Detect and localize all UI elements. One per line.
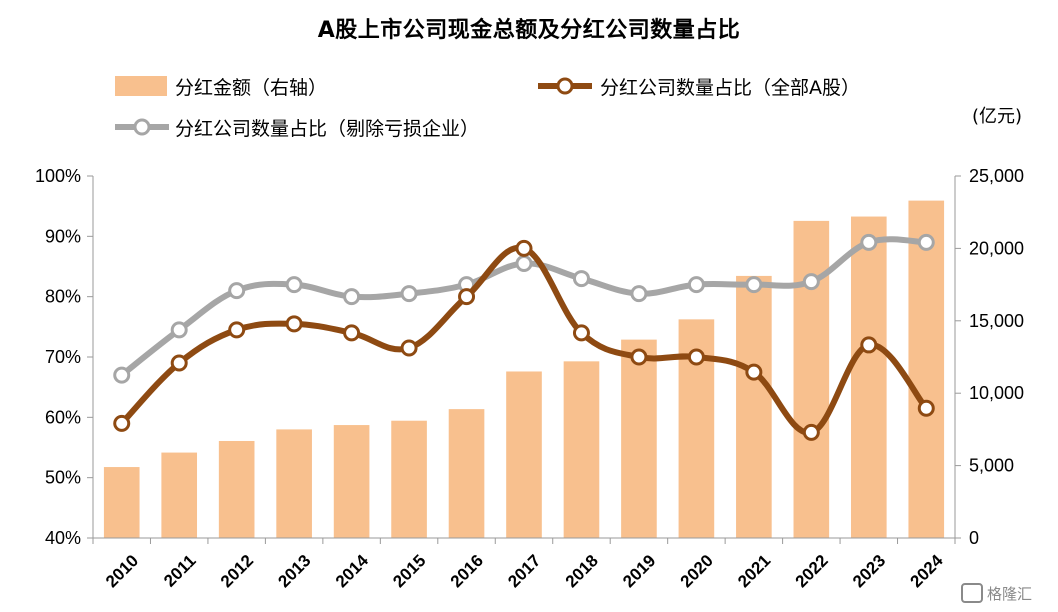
all-a-point-2016	[458, 288, 476, 306]
left-axis-tick-label-0: 40%	[45, 528, 81, 548]
right-axis-tick-label-0: 0	[969, 528, 979, 548]
excl-loss-point-2018	[572, 270, 590, 288]
bar-2012	[218, 440, 255, 538]
all-a-point-2024	[917, 399, 935, 417]
right-axis-tick-label-5: 25,000	[969, 166, 1024, 186]
watermark-logo-icon	[961, 583, 983, 603]
x-axis-tick-label-2010: 2010	[102, 551, 142, 591]
bar-2010	[103, 467, 140, 538]
excl-loss-point-2019	[630, 285, 648, 303]
legend-swatch-dividend-amount	[115, 76, 167, 96]
x-axis-tick-label-2019: 2019	[619, 551, 659, 591]
x-axis-tick-label-2011: 2011	[160, 551, 200, 591]
excl-loss-point-2024	[917, 233, 935, 251]
left-axis-tick-label-2: 60%	[45, 407, 81, 427]
right-axis-tick-label-3: 15,000	[969, 311, 1024, 331]
excl-loss-point-2011	[170, 321, 188, 339]
excl-loss-point-2020	[687, 276, 705, 294]
excl-loss-point-2014	[343, 288, 361, 306]
bar-series-dividend-amount	[103, 200, 945, 538]
excl-loss-point-2021	[745, 276, 763, 294]
bar-2015	[391, 420, 427, 538]
left-axis-tick-label-6: 100%	[35, 166, 81, 186]
bar-2014	[333, 425, 370, 538]
left-axis: 40% 50% 60% 70% 80% 90% 100%	[35, 166, 94, 548]
legend-label-dividend-amount: 分红金额（右轴）	[175, 77, 327, 99]
left-axis-tick-label-1: 50%	[45, 468, 81, 488]
legend-swatch-excl-loss-marker	[133, 118, 151, 136]
x-axis-tick-label-2020: 2020	[677, 551, 717, 591]
legend-label-excl-loss: 分红公司数量占比（剔除亏损企业）	[175, 118, 479, 140]
excl-loss-point-2015	[400, 285, 418, 303]
all-a-point-2020	[687, 348, 705, 366]
bar-2021	[736, 275, 772, 538]
x-axis-tick-label-2013: 2013	[274, 551, 314, 591]
watermark: 格隆汇	[961, 583, 1032, 603]
all-a-point-2013	[285, 315, 303, 333]
all-a-point-2017	[515, 239, 533, 257]
legend: 分红金额（右轴） 分红公司数量占比（全部A股） 分红公司数量占比（剔除亏损企业）	[115, 76, 860, 140]
excl-loss-point-2022	[802, 273, 820, 291]
bar-2024	[908, 200, 945, 538]
bar-2022	[793, 220, 830, 538]
x-axis-tick-label-2012: 2012	[217, 551, 257, 591]
left-axis-tick-label-5: 90%	[45, 226, 81, 246]
all-a-point-2014	[343, 324, 361, 342]
all-a-point-2023	[860, 336, 878, 354]
right-axis: 0 5,000 10,000 15,000 20,000 25,000	[954, 166, 1024, 548]
x-axis-tick-label-2018: 2018	[562, 551, 602, 591]
x-axis-tick-label-2023: 2023	[849, 551, 889, 591]
excl-loss-point-2010	[113, 366, 131, 384]
excl-loss-point-2012	[228, 282, 246, 300]
watermark-label: 格隆汇	[987, 585, 1032, 603]
excl-loss-point-2017	[515, 254, 533, 272]
bar-2023	[850, 216, 887, 538]
x-axis-tick-label-2014: 2014	[332, 551, 373, 592]
x-axis-tick-label-2024: 2024	[907, 551, 948, 592]
bar-2011	[161, 452, 198, 538]
chart-title: A股上市公司现金总额及分红公司数量占比	[317, 18, 741, 43]
legend-swatch-all-a-marker	[556, 77, 574, 95]
right-axis-tick-label-4: 20,000	[969, 238, 1024, 258]
excl-loss-point-2013	[285, 276, 303, 294]
right-axis-tick-label-2: 10,000	[969, 383, 1024, 403]
x-axis-tick-label-2015: 2015	[389, 551, 429, 591]
all-a-point-2015	[400, 339, 418, 357]
left-axis-tick-label-3: 70%	[45, 347, 81, 367]
left-axis-tick-label-4: 80%	[45, 287, 81, 307]
legend-label-all-a: 分红公司数量占比（全部A股）	[600, 77, 860, 99]
all-a-point-2012	[228, 321, 246, 339]
all-a-point-2010	[113, 414, 131, 432]
x-axis-tick-label-2021: 2021	[734, 551, 774, 591]
excl-loss-point-2023	[860, 233, 878, 251]
bar-2013	[276, 429, 312, 538]
bar-2017	[506, 371, 542, 538]
bar-2018	[563, 361, 600, 538]
line-series-excl-loss	[113, 233, 935, 384]
bar-2019	[621, 339, 657, 538]
x-axis-tick-label-2016: 2016	[447, 551, 487, 591]
right-axis-unit: (亿元)	[972, 106, 1022, 127]
bar-2016	[448, 409, 485, 538]
all-a-point-2021	[745, 363, 763, 381]
all-a-point-2018	[572, 324, 590, 342]
x-axis: 2010 2011 2012 2013 2014 2015 2016 2017 2018 2019…	[92, 537, 956, 592]
all-a-point-2019	[630, 348, 648, 366]
right-axis-tick-label-1: 5,000	[969, 456, 1014, 476]
all-a-point-2022	[802, 423, 820, 441]
x-axis-tick-label-2022: 2022	[792, 551, 832, 591]
all-a-point-2011	[170, 354, 188, 372]
x-axis-tick-label-2017: 2017	[504, 551, 544, 591]
line-series-all-a	[113, 239, 935, 441]
